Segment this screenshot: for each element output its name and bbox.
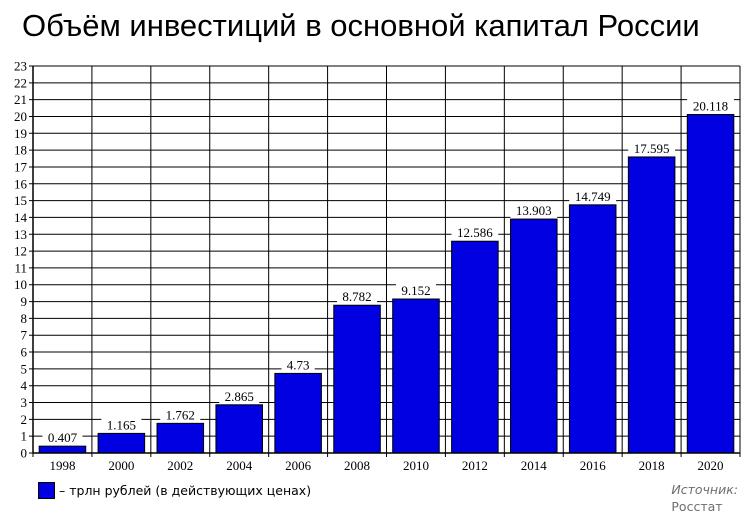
y-tick-label: 20	[14, 109, 27, 124]
y-tick-label: 5	[21, 361, 28, 376]
y-tick-label: 13	[14, 227, 27, 242]
data-label: 9.152	[401, 283, 430, 298]
bar	[274, 372, 322, 454]
bar	[568, 204, 617, 454]
bar-chart: 012345678910111213141516171819202122230.…	[14, 59, 741, 473]
bar	[451, 240, 499, 454]
y-tick-label: 10	[14, 277, 27, 292]
data-label: 13.903	[516, 203, 552, 218]
y-tick-label: 9	[21, 294, 28, 309]
data-label-background	[395, 283, 436, 299]
data-label-background	[337, 289, 378, 305]
y-tick-label: 4	[21, 378, 28, 393]
x-tick-label: 2020	[698, 458, 724, 473]
bar	[392, 298, 440, 454]
data-label: 1.762	[166, 407, 195, 422]
source-note: Источник: Росстат	[671, 481, 738, 515]
y-tick-label: 11	[14, 260, 27, 275]
bar	[156, 422, 205, 454]
y-tick-label: 0	[21, 446, 28, 461]
y-tick-label: 7	[21, 328, 28, 343]
y-tick-label: 1	[21, 429, 28, 444]
x-tick-label: 2016	[580, 458, 607, 473]
x-tick-label: 2014	[521, 458, 548, 473]
bar	[97, 432, 146, 454]
data-label: 1.165	[107, 417, 136, 432]
y-tick-label: 18	[14, 143, 27, 158]
source-label: Источник:	[671, 482, 738, 497]
x-tick-label: 2012	[462, 458, 488, 473]
y-tick-label: 23	[14, 59, 27, 74]
data-label-background	[160, 407, 201, 423]
y-tick-label: 2	[21, 412, 28, 427]
x-tick-label: 2002	[167, 458, 193, 473]
bar	[333, 304, 381, 454]
x-tick-label: 1998	[49, 458, 75, 473]
data-label: 0.407	[48, 430, 78, 445]
data-label-background	[219, 388, 260, 404]
y-tick-label: 3	[21, 395, 28, 410]
data-label-background	[281, 357, 315, 373]
data-label: 17.595	[634, 141, 670, 156]
y-tick-label: 22	[14, 75, 27, 90]
data-label-background	[101, 417, 142, 433]
y-tick-label: 6	[21, 345, 28, 360]
data-label-background	[628, 140, 676, 156]
y-tick-label: 12	[14, 244, 27, 259]
y-tick-label: 17	[14, 159, 28, 174]
y-tick-label: 21	[14, 92, 27, 107]
data-label-background	[687, 98, 734, 114]
x-tick-label: 2006	[285, 458, 312, 473]
bar	[215, 404, 263, 454]
data-label: 12.586	[457, 225, 493, 240]
data-label-background	[42, 430, 83, 446]
chart-title: Объём инвестиций в основной капитал Росс…	[22, 8, 700, 43]
x-tick-label: 2008	[344, 458, 370, 473]
bar	[510, 218, 558, 454]
bar	[627, 156, 676, 454]
y-tick-label: 16	[14, 176, 28, 191]
x-tick-label: 2018	[639, 458, 665, 473]
bar	[38, 445, 87, 454]
data-label-background	[510, 203, 558, 219]
y-tick-label: 8	[21, 311, 28, 326]
data-label-background	[569, 188, 617, 204]
bar	[686, 113, 735, 454]
source-name: Росстат	[671, 499, 723, 514]
data-label: 14.749	[575, 189, 611, 204]
data-label: 20.118	[693, 98, 728, 113]
y-tick-label: 14	[14, 210, 28, 225]
legend-swatch	[38, 482, 55, 499]
y-tick-label: 15	[14, 193, 27, 208]
legend-label: – трлн рублей (в действующих ценах)	[59, 483, 312, 498]
data-label: 8.782	[342, 289, 371, 304]
x-tick-label: 2000	[108, 458, 134, 473]
y-tick-label: 19	[14, 126, 27, 141]
data-label: 2.865	[225, 389, 254, 404]
data-label: 4.73	[287, 357, 310, 372]
x-tick-label: 2004	[226, 458, 253, 473]
data-label-background	[451, 225, 499, 241]
legend: – трлн рублей (в действующих ценах)	[38, 482, 311, 499]
x-tick-label: 2010	[403, 458, 429, 473]
